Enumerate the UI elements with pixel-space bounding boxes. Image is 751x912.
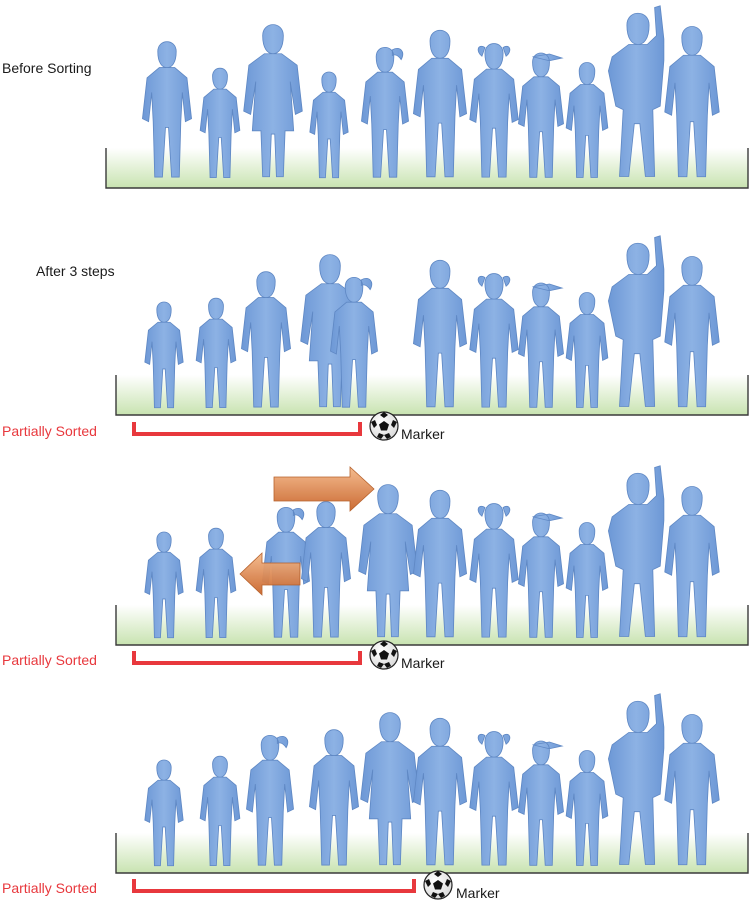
panel-4-scene xyxy=(115,693,749,900)
panel-3-scene xyxy=(115,465,749,670)
child-silhouette-boy xyxy=(664,714,720,866)
arrow-right-icon xyxy=(273,466,375,512)
partially-sorted-label: Partially Sorted xyxy=(2,880,97,896)
soccer-ball-icon xyxy=(369,411,399,441)
child-silhouette-boy xyxy=(565,522,609,638)
grass-tray-border xyxy=(115,605,749,646)
child-silhouette-pigtails xyxy=(469,273,519,408)
child-silhouette-raised xyxy=(608,5,665,177)
child-silhouette-boy xyxy=(413,717,467,866)
panel-2-scene xyxy=(115,235,749,441)
child-silhouette-raised xyxy=(608,235,665,407)
children-row xyxy=(142,5,720,179)
child-silhouette-boy xyxy=(565,292,609,408)
child-silhouette-boy xyxy=(664,26,720,178)
child-silhouette-boy xyxy=(413,259,467,408)
grass-tray-border xyxy=(115,375,749,416)
partially-sorted-label: Partially Sorted xyxy=(2,423,97,439)
partially-sorted-bracket xyxy=(132,422,362,436)
child-silhouette-boy xyxy=(664,486,720,638)
children-row xyxy=(144,465,720,639)
partially-sorted-label: Partially Sorted xyxy=(2,652,97,668)
panel-1-scene xyxy=(105,5,749,189)
child-silhouette-boy xyxy=(144,301,184,409)
child-silhouette-boy xyxy=(241,271,291,408)
child-silhouette-boy xyxy=(195,297,237,409)
child-silhouette-boy xyxy=(565,750,609,866)
soccer-ball-icon xyxy=(423,870,453,900)
child-silhouette-pigtails xyxy=(469,43,519,178)
panel-after-3-steps: After 3 steps Partially Sorted Marker xyxy=(0,220,751,450)
child-silhouette-cap xyxy=(518,52,564,178)
child-silhouette-boy xyxy=(199,67,241,179)
panel-swap-step: Partially Sorted Marker xyxy=(0,455,751,680)
child-silhouette-ponytail xyxy=(330,276,378,408)
child-silhouette-boy xyxy=(309,71,349,179)
partially-sorted-bracket xyxy=(132,879,416,893)
child-silhouette-boy xyxy=(565,62,609,178)
child-silhouette-boy xyxy=(199,755,241,867)
child-silhouette-boy xyxy=(195,527,237,639)
children-row xyxy=(144,235,720,409)
soccer-ball-icon xyxy=(369,640,399,670)
panel-label: After 3 steps xyxy=(36,263,115,279)
child-silhouette-pigtails xyxy=(469,731,519,866)
child-silhouette-pigtails xyxy=(469,503,519,638)
child-silhouette-boy xyxy=(301,501,351,638)
child-silhouette-raised xyxy=(608,465,665,637)
child-silhouette-ponytail xyxy=(246,734,294,866)
panel-before-sorting: Before Sorting xyxy=(0,0,751,200)
children-row xyxy=(144,693,720,867)
child-silhouette-boy xyxy=(413,29,467,178)
child-silhouette-ponytail xyxy=(361,46,409,178)
marker-label: Marker xyxy=(401,426,445,442)
child-silhouette-girl xyxy=(243,24,303,178)
panel-label: Before Sorting xyxy=(2,60,92,76)
child-silhouette-boy xyxy=(144,759,184,867)
child-silhouette-raised xyxy=(608,693,665,865)
child-silhouette-cap xyxy=(518,740,564,866)
arrow-left-icon xyxy=(239,552,301,596)
marker-label: Marker xyxy=(401,655,445,671)
child-silhouette-cap xyxy=(518,282,564,408)
child-silhouette-boy xyxy=(144,531,184,639)
child-silhouette-boy xyxy=(142,41,192,178)
child-silhouette-boy xyxy=(664,256,720,408)
child-silhouette-cap xyxy=(518,512,564,638)
marker-label: Marker xyxy=(456,885,500,901)
child-silhouette-boy xyxy=(309,729,359,866)
child-silhouette-boy xyxy=(413,489,467,638)
panel-after-insertion: Partially Sorted Marker xyxy=(0,685,751,910)
partially-sorted-bracket xyxy=(132,651,362,665)
grass-tray-border xyxy=(105,148,749,189)
